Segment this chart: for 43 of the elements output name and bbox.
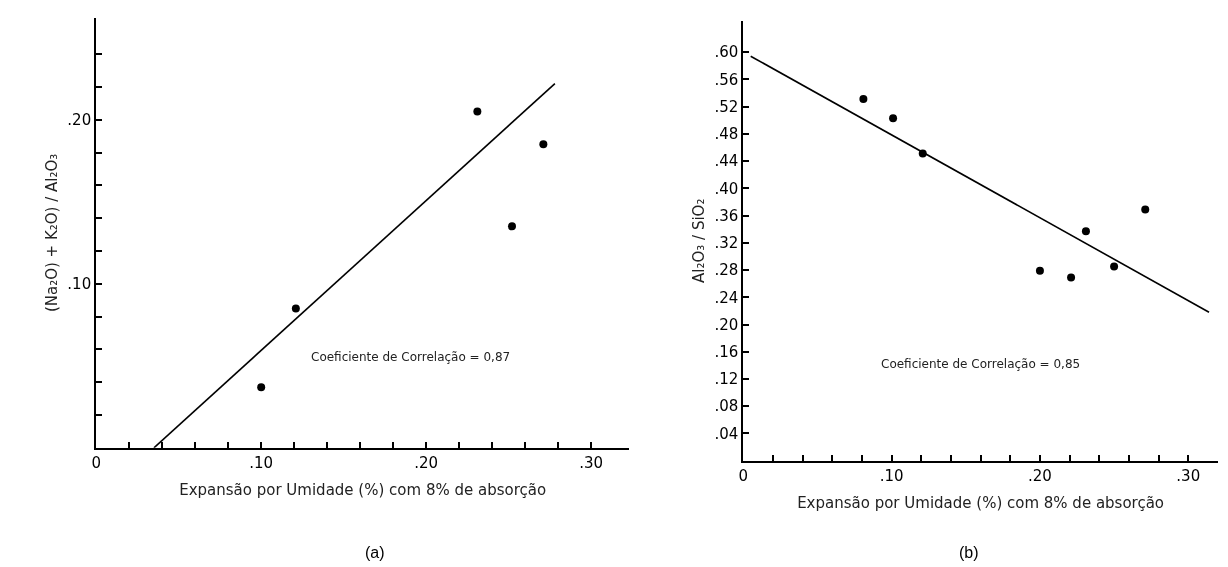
x-axis-title: Expansão por Umidade (%) com 8% de absorção [179,481,547,500]
y-tick-label: .40 [714,179,739,198]
y-tick-label: .24 [714,288,739,307]
y-tick-label: .32 [714,234,739,253]
x-tick-label: 0 [738,466,749,485]
y-tick-label: .52 [714,97,739,116]
x-tick-label: .10 [879,466,904,485]
point [1067,273,1076,282]
x-tick-label: 0 [91,453,101,472]
text: (b) [959,544,979,561]
x-tick-label: .10 [249,453,274,472]
text: (a) [365,544,385,561]
point [1141,205,1150,214]
y-tick-label: .28 [714,261,739,280]
point [508,222,516,231]
point [473,107,482,116]
annotation: Coeficiente de Correlação = 0,87 [311,350,511,364]
y-tick-label: .48 [714,125,739,144]
x-tick-label: .20 [1028,466,1052,485]
y-tick-label: .60 [714,43,739,62]
point [291,304,300,313]
y-axis-title: Al₂O₃ / SiO₂ [690,198,709,283]
y-tick-label: .36 [714,206,739,225]
y-tick-label: .04 [714,424,739,443]
x-axis-title: Expansão por Umidade (%) com 8% de absorção [797,494,1165,513]
y-axis-title: (Na₂O) + K₂O) / Al₂O₃ [43,153,62,313]
x-tick-label: .20 [414,453,439,472]
annotation: Coeficiente de Correlação = 0,85 [881,357,1081,371]
point [1110,262,1119,271]
point [1035,266,1044,275]
point [539,140,548,149]
y-tick-label: .20 [714,315,739,334]
x-tick-label: .30 [1176,466,1201,485]
point [257,383,266,392]
y-tick-label: .44 [714,152,739,171]
y-tick-label: .08 [714,397,739,416]
point [859,95,868,104]
y-tick-label: .12 [714,370,739,389]
x-tick-label: .30 [579,453,604,472]
y-tick-label: .16 [714,342,739,361]
y-tick-label: .56 [714,70,739,89]
point [889,114,898,123]
point [1081,227,1090,236]
